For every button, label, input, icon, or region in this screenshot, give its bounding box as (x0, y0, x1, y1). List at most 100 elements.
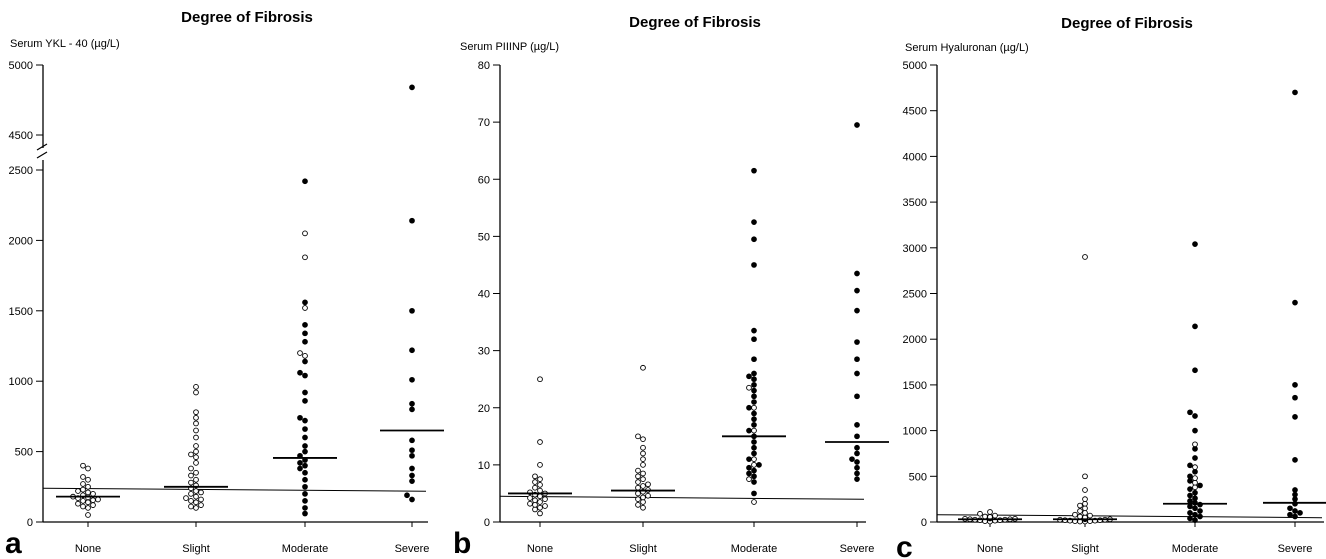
data-point-open (193, 434, 199, 441)
data-point-open (1077, 502, 1083, 509)
data-point-filled (297, 414, 303, 421)
data-point-filled (302, 510, 308, 517)
y-tick-label: 0 (921, 517, 927, 529)
y-tick-label: 4500 (9, 130, 33, 142)
data-point-open (193, 488, 199, 494)
data-point-filled (1187, 409, 1193, 416)
data-point-open (751, 499, 757, 505)
data-point-filled (409, 447, 415, 454)
chart-title: Degree of Fibrosis (1061, 15, 1193, 32)
data-point-open (85, 483, 91, 490)
data-point-filled (751, 219, 757, 225)
data-point-open (80, 474, 86, 480)
data-point-open (640, 436, 646, 443)
data-point-filled (302, 389, 308, 396)
y-tick-label: 3000 (903, 243, 927, 255)
data-point-open (90, 490, 96, 497)
data-point-filled (854, 459, 860, 465)
y-tick-label: 2000 (903, 334, 927, 346)
data-point-filled (751, 450, 757, 457)
data-point-filled (1187, 492, 1193, 499)
chart-title: Degree of Fibrosis (181, 9, 313, 26)
data-point-filled (751, 262, 757, 268)
y-axis-label: Serum PIIINP (µg/L) (460, 41, 559, 53)
data-point-open (527, 495, 533, 501)
data-point-open (193, 409, 199, 416)
data-point-open (193, 414, 199, 421)
data-point-filled (751, 387, 757, 394)
chart-panel-b: Degree of Fibrosis Serum PIIINP (µg/L) b 0 1… (453, 14, 889, 559)
x-tick-label: Severe (1278, 543, 1313, 555)
data-point-open (85, 505, 91, 511)
data-point-filled (1187, 503, 1193, 510)
data-point-open (635, 484, 641, 491)
data-point-filled (1192, 323, 1198, 330)
data-point-open (85, 476, 91, 483)
data-point-open (532, 502, 538, 508)
data-point-filled (1292, 508, 1298, 514)
data-point-filled (302, 443, 308, 449)
data-point-open (80, 462, 86, 469)
data-point-open (751, 462, 757, 468)
data-point-open (640, 494, 646, 501)
y-tick-label: 4000 (903, 151, 927, 163)
data-point-filled (854, 470, 860, 477)
data-point-open (640, 470, 646, 477)
y-tick-label: 50 (478, 231, 490, 243)
chart-panel-c: Degree of Fibrosis Serum Hyaluronan (µg/L… (896, 15, 1326, 559)
y-tick-label: 0 (484, 517, 490, 529)
data-point-filled (751, 236, 757, 243)
data-point-filled (297, 465, 303, 472)
data-point-filled (409, 400, 415, 407)
y-tick-label: 500 (909, 471, 927, 483)
data-point-open (751, 427, 757, 434)
data-point-filled (751, 382, 757, 388)
data-point-open (85, 489, 91, 496)
data-point-open (85, 499, 91, 506)
data-point-filled (302, 398, 308, 404)
data-point-filled (302, 469, 308, 476)
data-point-open (640, 476, 646, 483)
data-point-open (193, 427, 199, 434)
data-point-filled (1292, 496, 1298, 503)
data-point-open (1082, 254, 1088, 260)
data-point-filled (849, 456, 855, 463)
data-point-open (977, 510, 983, 517)
data-point-filled (751, 167, 757, 174)
data-point-filled (302, 483, 308, 490)
data-point-filled (404, 492, 410, 499)
data-point-filled (751, 376, 757, 383)
data-point-filled (302, 178, 308, 185)
data-point-open (80, 503, 86, 510)
data-point-filled (409, 84, 415, 91)
data-point-filled (302, 434, 308, 441)
data-point-open (640, 483, 646, 489)
x-tick-label: Moderate (731, 543, 777, 555)
data-point-filled (1292, 382, 1298, 388)
data-point-filled (746, 456, 752, 463)
data-point-filled (746, 427, 752, 434)
data-point-filled (409, 307, 415, 314)
data-point-open (635, 502, 641, 508)
data-point-open (188, 465, 194, 472)
y-tick-label: 40 (478, 289, 490, 301)
panel-label: c (896, 531, 913, 559)
y-tick-label: 30 (478, 346, 490, 358)
axis-break-mark (36, 143, 48, 151)
x-tick-label: Moderate (1172, 543, 1218, 555)
data-point-open (640, 450, 646, 457)
reference-line (499, 495, 865, 500)
data-point-open (1077, 513, 1083, 520)
data-point-open (645, 492, 651, 499)
data-point-filled (751, 356, 757, 363)
data-point-filled (409, 347, 415, 354)
data-point-open (80, 481, 86, 487)
data-point-filled (854, 433, 860, 440)
data-point-filled (1192, 455, 1198, 461)
data-point-open (1082, 500, 1088, 507)
data-point-open (193, 383, 199, 390)
data-point-filled (854, 122, 860, 128)
data-point-open (198, 489, 204, 496)
y-axis-label: Serum YKL - 40 (µg/L) (10, 38, 120, 50)
data-point-filled (854, 464, 860, 471)
